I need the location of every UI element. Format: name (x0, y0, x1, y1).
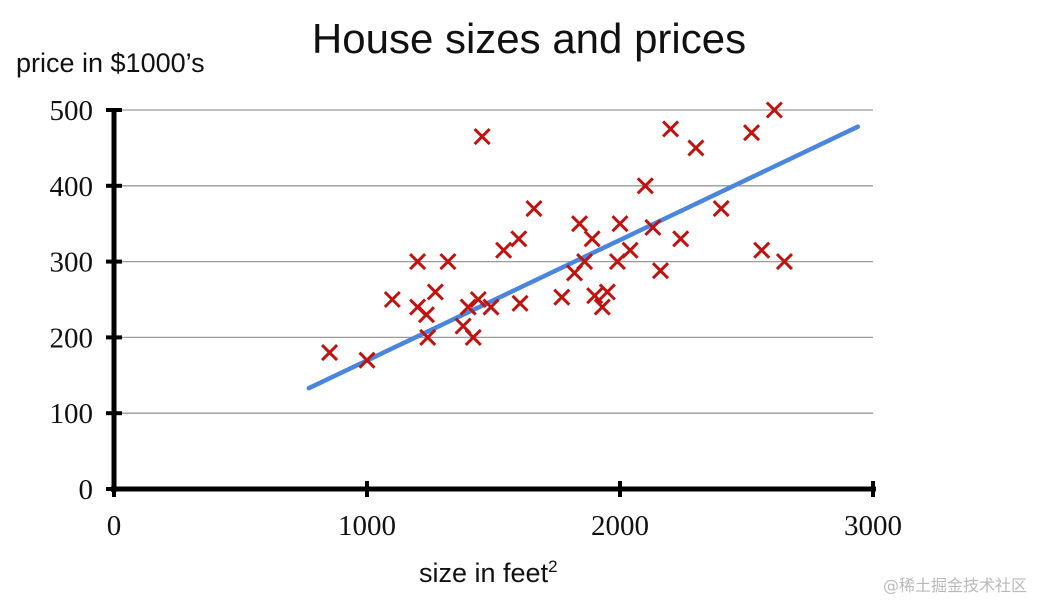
data-point-x-marker (464, 328, 482, 346)
data-point-x-marker (651, 262, 670, 280)
marker-stroke (553, 288, 571, 306)
marker-stroke (469, 290, 487, 309)
marker-stroke (621, 241, 639, 259)
x-tick-label: 3000 (844, 510, 902, 542)
data-points (320, 101, 794, 369)
marker-stroke (742, 124, 761, 142)
marker-stroke (320, 343, 339, 362)
marker-stroke (426, 283, 444, 301)
marker-stroke (419, 328, 437, 346)
data-point-x-marker (426, 283, 444, 301)
marker-stroke (511, 294, 529, 312)
marker-stroke (611, 215, 629, 233)
data-point-x-marker (598, 283, 616, 301)
marker-stroke (636, 177, 654, 195)
marker-stroke (409, 253, 427, 271)
marker-stroke (464, 328, 482, 346)
marker-stroke (358, 351, 376, 369)
marker-stroke (672, 230, 690, 248)
data-point-x-marker (419, 328, 437, 346)
data-point-x-marker (511, 294, 529, 312)
data-point-x-marker (482, 298, 500, 316)
x-axis-label: size in feet2 (419, 557, 558, 588)
x-tick-label: 0 (107, 510, 122, 542)
data-point-x-marker (765, 101, 783, 119)
data-point-x-marker (525, 199, 543, 218)
data-point-x-marker (753, 241, 771, 259)
data-point-x-marker (586, 287, 604, 305)
fit-line (306, 124, 861, 391)
marker-stroke (409, 298, 427, 316)
marker-stroke (439, 253, 457, 271)
marker-stroke (586, 287, 604, 305)
y-tick-label: 200 (50, 322, 94, 354)
marker-stroke (753, 241, 771, 259)
marker-stroke (583, 230, 601, 248)
data-point-x-marker (712, 199, 730, 218)
marker-stroke (510, 230, 528, 248)
marker-stroke (765, 101, 783, 119)
marker-stroke (644, 218, 662, 237)
data-point-x-marker (409, 253, 427, 271)
marker-stroke (459, 298, 477, 316)
watermark: @稀土掘金技术社区 (883, 576, 1027, 595)
data-point-x-marker (473, 127, 491, 146)
x-axis-label-text: size in feet (419, 558, 549, 588)
data-point-x-marker (644, 218, 662, 237)
data-point-x-marker (611, 215, 629, 233)
data-point-x-marker (593, 298, 611, 316)
marker-stroke (383, 290, 401, 309)
marker-stroke (662, 120, 680, 138)
y-tick-label: 500 (50, 95, 94, 127)
marker-stroke (687, 139, 705, 157)
data-point-x-marker (439, 253, 457, 271)
data-point-x-marker (687, 139, 705, 157)
x-tick-label: 2000 (591, 510, 649, 542)
data-point-x-marker (383, 290, 401, 309)
marker-stroke (570, 215, 589, 233)
fit-line-group (306, 124, 861, 391)
marker-stroke (712, 199, 730, 218)
data-point-x-marker (417, 306, 436, 324)
marker-stroke (495, 241, 513, 259)
data-point-x-marker (576, 253, 594, 271)
data-point-x-marker (621, 241, 639, 259)
marker-stroke (775, 253, 794, 271)
data-point-x-marker (469, 290, 487, 309)
marker-stroke (598, 283, 616, 301)
marker-stroke (525, 199, 543, 218)
x-tick-label: 1000 (338, 510, 396, 542)
data-point-x-marker (662, 120, 680, 138)
marker-stroke (417, 306, 436, 324)
marker-stroke (482, 298, 500, 316)
x-axis-label-superscript: 2 (548, 557, 557, 576)
data-point-x-marker (459, 298, 477, 316)
data-point-x-marker (672, 230, 690, 248)
data-point-x-marker (358, 351, 376, 369)
marker-stroke (454, 317, 472, 335)
axes (106, 108, 876, 497)
y-axis-label: price in $1000’s (16, 48, 205, 78)
data-point-x-marker (583, 230, 601, 248)
data-point-x-marker (553, 288, 571, 306)
y-tick-label: 0 (79, 474, 94, 506)
y-tick-label: 400 (50, 171, 94, 203)
data-point-x-marker (742, 124, 761, 142)
tick-labels: 0 100 200 300 400 500 0 1000 2000 3000 (50, 95, 903, 542)
data-point-x-marker (320, 343, 339, 362)
data-point-x-marker (570, 215, 589, 233)
gridlines (114, 109, 873, 414)
y-tick-label: 300 (50, 247, 94, 279)
chart-title: House sizes and prices (312, 15, 746, 62)
marker-stroke (651, 262, 670, 280)
marker-stroke (473, 127, 491, 146)
data-point-x-marker (775, 253, 794, 271)
data-point-x-marker (510, 230, 528, 248)
y-tick-label: 100 (50, 398, 94, 430)
marker-stroke (576, 253, 594, 271)
data-point-x-marker (636, 177, 654, 195)
data-point-x-marker (495, 241, 513, 259)
marker-stroke (593, 298, 611, 316)
